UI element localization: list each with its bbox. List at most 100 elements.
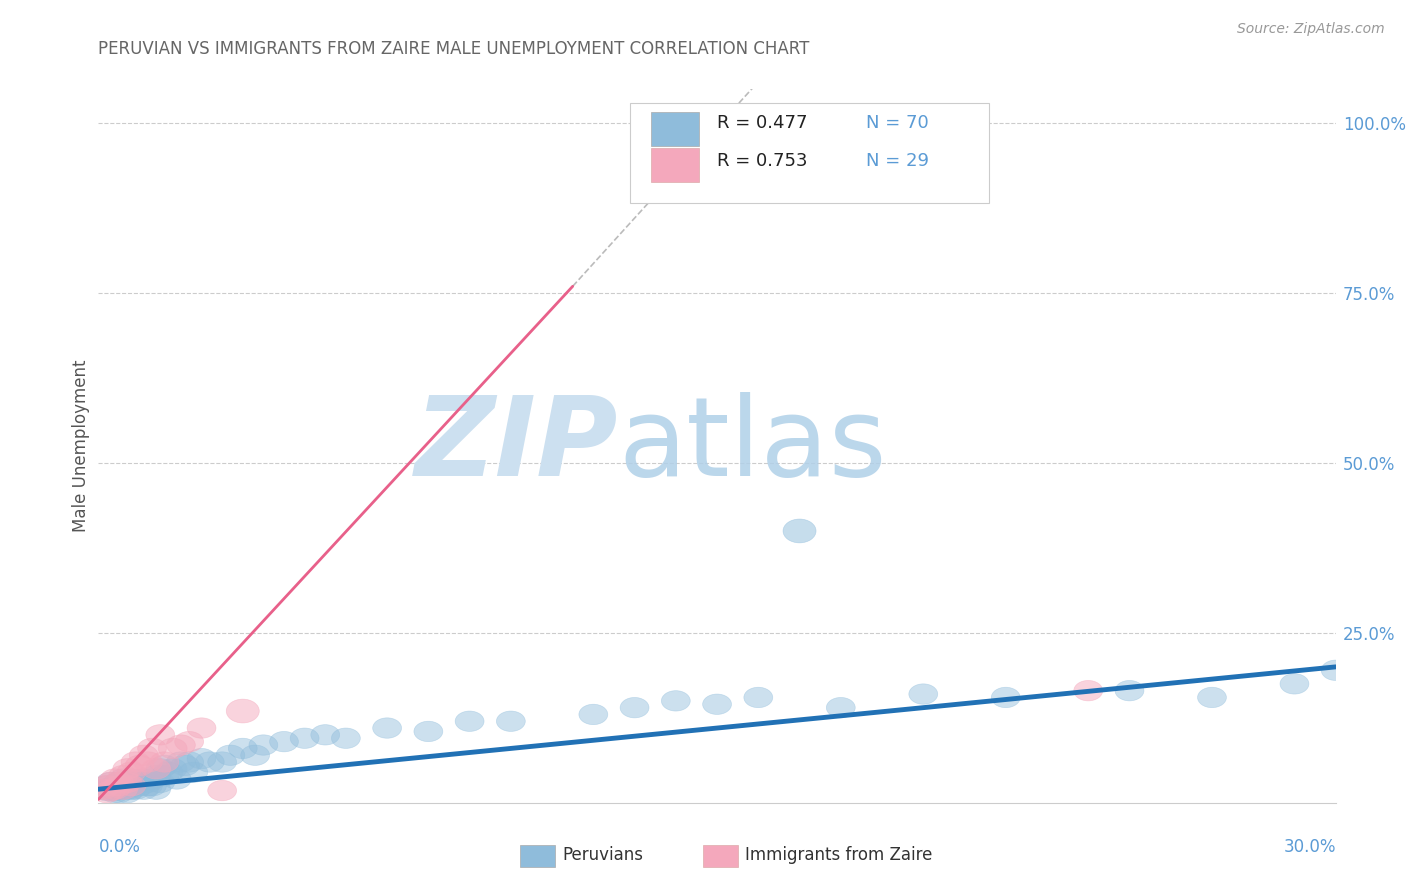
Ellipse shape	[108, 779, 138, 799]
Ellipse shape	[112, 782, 142, 803]
Ellipse shape	[108, 765, 138, 786]
Ellipse shape	[134, 776, 162, 796]
Ellipse shape	[270, 731, 298, 752]
Y-axis label: Male Unemployment: Male Unemployment	[72, 359, 90, 533]
Ellipse shape	[117, 776, 146, 796]
Ellipse shape	[142, 779, 170, 799]
Ellipse shape	[138, 739, 166, 758]
Ellipse shape	[104, 772, 134, 793]
Ellipse shape	[112, 779, 142, 799]
Ellipse shape	[496, 711, 526, 731]
Ellipse shape	[226, 699, 259, 723]
Ellipse shape	[150, 756, 179, 776]
Ellipse shape	[125, 756, 155, 776]
Ellipse shape	[208, 780, 236, 801]
Ellipse shape	[579, 705, 607, 724]
Ellipse shape	[117, 769, 146, 789]
Ellipse shape	[908, 684, 938, 705]
Ellipse shape	[783, 519, 815, 543]
FancyBboxPatch shape	[630, 103, 990, 203]
Ellipse shape	[166, 735, 195, 756]
Text: 0.0%: 0.0%	[98, 838, 141, 856]
Ellipse shape	[97, 772, 125, 793]
Ellipse shape	[249, 735, 278, 756]
Ellipse shape	[744, 687, 773, 707]
Ellipse shape	[174, 752, 204, 772]
Ellipse shape	[195, 752, 224, 772]
Ellipse shape	[413, 722, 443, 741]
Bar	[651, 148, 699, 182]
Ellipse shape	[117, 779, 146, 799]
Ellipse shape	[150, 765, 179, 786]
Ellipse shape	[129, 745, 159, 765]
Ellipse shape	[146, 724, 174, 745]
Ellipse shape	[108, 769, 138, 789]
Ellipse shape	[1115, 681, 1144, 701]
Text: Source: ZipAtlas.com: Source: ZipAtlas.com	[1237, 22, 1385, 37]
Ellipse shape	[155, 762, 183, 782]
Bar	[651, 112, 699, 146]
Ellipse shape	[991, 687, 1021, 707]
Ellipse shape	[170, 756, 200, 776]
Text: Peruvians: Peruvians	[562, 846, 644, 863]
Ellipse shape	[121, 752, 150, 772]
Text: R = 0.753: R = 0.753	[717, 152, 807, 169]
Text: N = 29: N = 29	[866, 152, 928, 169]
Ellipse shape	[129, 779, 159, 799]
Ellipse shape	[703, 694, 731, 714]
Ellipse shape	[125, 776, 155, 796]
Ellipse shape	[100, 782, 129, 803]
Ellipse shape	[108, 776, 138, 796]
Ellipse shape	[620, 698, 650, 718]
Ellipse shape	[121, 779, 150, 799]
Ellipse shape	[121, 772, 150, 793]
Ellipse shape	[104, 782, 134, 803]
Ellipse shape	[827, 698, 855, 718]
Ellipse shape	[112, 772, 142, 793]
Ellipse shape	[100, 769, 129, 789]
Ellipse shape	[332, 728, 360, 748]
Ellipse shape	[290, 728, 319, 748]
Text: atlas: atlas	[619, 392, 887, 500]
Ellipse shape	[187, 748, 217, 769]
Ellipse shape	[1279, 673, 1309, 694]
Ellipse shape	[162, 769, 191, 789]
Ellipse shape	[138, 776, 166, 796]
Ellipse shape	[134, 752, 162, 772]
Ellipse shape	[93, 780, 121, 801]
Ellipse shape	[138, 769, 166, 789]
Ellipse shape	[456, 711, 484, 731]
Text: 30.0%: 30.0%	[1284, 838, 1336, 856]
Ellipse shape	[100, 780, 129, 801]
Ellipse shape	[166, 752, 195, 772]
Ellipse shape	[125, 772, 155, 793]
Ellipse shape	[97, 772, 125, 793]
Ellipse shape	[240, 745, 270, 765]
Ellipse shape	[159, 739, 187, 758]
Ellipse shape	[93, 776, 121, 796]
Ellipse shape	[146, 772, 174, 793]
Ellipse shape	[104, 779, 134, 799]
Ellipse shape	[146, 758, 174, 779]
Ellipse shape	[117, 776, 146, 796]
Ellipse shape	[104, 776, 134, 796]
Ellipse shape	[89, 779, 117, 799]
Ellipse shape	[228, 739, 257, 758]
Ellipse shape	[97, 780, 125, 801]
Ellipse shape	[373, 718, 402, 739]
Ellipse shape	[1074, 681, 1102, 701]
Ellipse shape	[179, 762, 208, 782]
Ellipse shape	[217, 745, 245, 765]
Ellipse shape	[208, 752, 236, 772]
Text: PERUVIAN VS IMMIGRANTS FROM ZAIRE MALE UNEMPLOYMENT CORRELATION CHART: PERUVIAN VS IMMIGRANTS FROM ZAIRE MALE U…	[98, 40, 810, 58]
Ellipse shape	[104, 772, 134, 793]
Ellipse shape	[142, 758, 170, 779]
Ellipse shape	[93, 776, 121, 796]
Ellipse shape	[159, 758, 187, 779]
Ellipse shape	[134, 772, 162, 793]
Ellipse shape	[174, 731, 204, 752]
Ellipse shape	[1322, 660, 1350, 681]
Text: ZIP: ZIP	[415, 392, 619, 500]
Ellipse shape	[661, 690, 690, 711]
Ellipse shape	[100, 776, 129, 796]
